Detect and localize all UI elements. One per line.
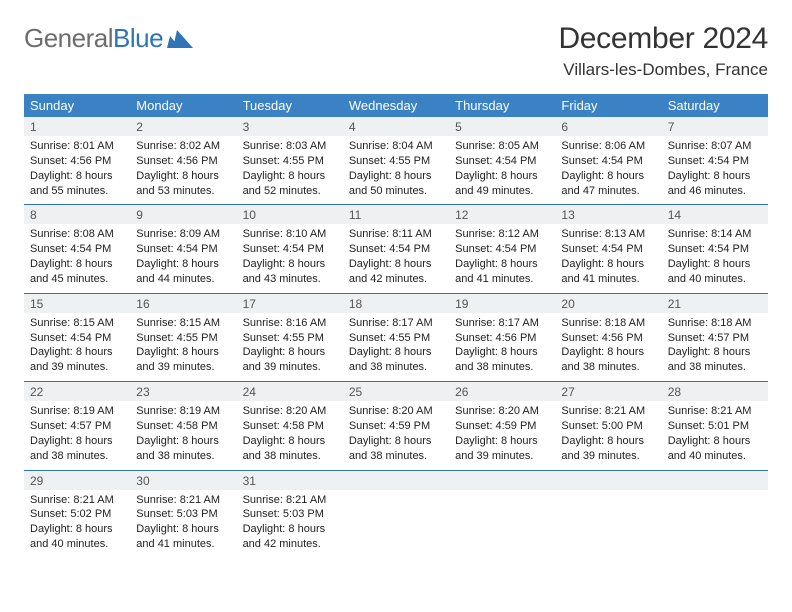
dayname-fri: Friday	[555, 94, 661, 117]
daynum-row: 15161718192021	[24, 293, 768, 313]
calendar-body: 1234567Sunrise: 8:01 AMSunset: 4:56 PMDa…	[24, 117, 768, 558]
day-details: Sunrise: 8:08 AMSunset: 4:54 PMDaylight:…	[24, 224, 130, 293]
day-number: 16	[130, 293, 236, 313]
empty-cell	[555, 470, 661, 490]
empty-cell	[662, 490, 768, 558]
page-title: December 2024	[558, 22, 768, 56]
details-row: Sunrise: 8:21 AMSunset: 5:02 PMDaylight:…	[24, 490, 768, 558]
day-number: 12	[449, 205, 555, 225]
day-number: 14	[662, 205, 768, 225]
empty-cell	[343, 490, 449, 558]
day-details: Sunrise: 8:13 AMSunset: 4:54 PMDaylight:…	[555, 224, 661, 293]
day-number: 27	[555, 382, 661, 402]
day-details: Sunrise: 8:15 AMSunset: 4:55 PMDaylight:…	[130, 313, 236, 382]
dayname-tue: Tuesday	[237, 94, 343, 117]
day-number: 6	[555, 117, 661, 136]
day-details: Sunrise: 8:15 AMSunset: 4:54 PMDaylight:…	[24, 313, 130, 382]
day-number: 7	[662, 117, 768, 136]
dayname-row: Sunday Monday Tuesday Wednesday Thursday…	[24, 94, 768, 117]
day-details: Sunrise: 8:11 AMSunset: 4:54 PMDaylight:…	[343, 224, 449, 293]
day-details: Sunrise: 8:21 AMSunset: 5:00 PMDaylight:…	[555, 401, 661, 470]
empty-cell	[449, 490, 555, 558]
day-details: Sunrise: 8:21 AMSunset: 5:02 PMDaylight:…	[24, 490, 130, 558]
day-number: 21	[662, 293, 768, 313]
brand-logo: GeneralBlue	[24, 22, 193, 55]
day-number: 31	[237, 470, 343, 490]
day-details: Sunrise: 8:18 AMSunset: 4:57 PMDaylight:…	[662, 313, 768, 382]
day-details: Sunrise: 8:05 AMSunset: 4:54 PMDaylight:…	[449, 136, 555, 205]
location-subtitle: Villars-les-Dombes, France	[558, 60, 768, 80]
daynum-row: 1234567	[24, 117, 768, 136]
dayname-sun: Sunday	[24, 94, 130, 117]
day-details: Sunrise: 8:06 AMSunset: 4:54 PMDaylight:…	[555, 136, 661, 205]
day-number: 15	[24, 293, 130, 313]
dayname-sat: Saturday	[662, 94, 768, 117]
brand-mark-icon	[167, 24, 193, 55]
day-number: 29	[24, 470, 130, 490]
day-details: Sunrise: 8:19 AMSunset: 4:58 PMDaylight:…	[130, 401, 236, 470]
daynum-row: 891011121314	[24, 205, 768, 225]
details-row: Sunrise: 8:19 AMSunset: 4:57 PMDaylight:…	[24, 401, 768, 470]
details-row: Sunrise: 8:15 AMSunset: 4:54 PMDaylight:…	[24, 313, 768, 382]
day-details: Sunrise: 8:01 AMSunset: 4:56 PMDaylight:…	[24, 136, 130, 205]
day-details: Sunrise: 8:17 AMSunset: 4:56 PMDaylight:…	[449, 313, 555, 382]
day-number: 8	[24, 205, 130, 225]
day-details: Sunrise: 8:04 AMSunset: 4:55 PMDaylight:…	[343, 136, 449, 205]
details-row: Sunrise: 8:01 AMSunset: 4:56 PMDaylight:…	[24, 136, 768, 205]
day-details: Sunrise: 8:19 AMSunset: 4:57 PMDaylight:…	[24, 401, 130, 470]
day-number: 9	[130, 205, 236, 225]
day-details: Sunrise: 8:18 AMSunset: 4:56 PMDaylight:…	[555, 313, 661, 382]
empty-cell	[555, 490, 661, 558]
day-details: Sunrise: 8:07 AMSunset: 4:54 PMDaylight:…	[662, 136, 768, 205]
brand-word1: General	[24, 23, 113, 54]
day-number: 13	[555, 205, 661, 225]
day-number: 26	[449, 382, 555, 402]
day-number: 22	[24, 382, 130, 402]
day-number: 3	[237, 117, 343, 136]
day-number: 10	[237, 205, 343, 225]
day-details: Sunrise: 8:09 AMSunset: 4:54 PMDaylight:…	[130, 224, 236, 293]
header-bar: GeneralBlue December 2024 Villars-les-Do…	[24, 22, 768, 80]
day-number: 25	[343, 382, 449, 402]
brand-word2: Blue	[113, 23, 163, 54]
day-number: 11	[343, 205, 449, 225]
day-details: Sunrise: 8:20 AMSunset: 4:58 PMDaylight:…	[237, 401, 343, 470]
day-details: Sunrise: 8:16 AMSunset: 4:55 PMDaylight:…	[237, 313, 343, 382]
day-details: Sunrise: 8:12 AMSunset: 4:54 PMDaylight:…	[449, 224, 555, 293]
day-number: 5	[449, 117, 555, 136]
day-number: 18	[343, 293, 449, 313]
day-details: Sunrise: 8:02 AMSunset: 4:56 PMDaylight:…	[130, 136, 236, 205]
day-details: Sunrise: 8:10 AMSunset: 4:54 PMDaylight:…	[237, 224, 343, 293]
day-number: 28	[662, 382, 768, 402]
daynum-row: 293031	[24, 470, 768, 490]
day-number: 30	[130, 470, 236, 490]
day-details: Sunrise: 8:14 AMSunset: 4:54 PMDaylight:…	[662, 224, 768, 293]
day-details: Sunrise: 8:21 AMSunset: 5:03 PMDaylight:…	[237, 490, 343, 558]
details-row: Sunrise: 8:08 AMSunset: 4:54 PMDaylight:…	[24, 224, 768, 293]
day-number: 24	[237, 382, 343, 402]
day-details: Sunrise: 8:20 AMSunset: 4:59 PMDaylight:…	[449, 401, 555, 470]
empty-cell	[662, 470, 768, 490]
day-details: Sunrise: 8:17 AMSunset: 4:55 PMDaylight:…	[343, 313, 449, 382]
day-number: 17	[237, 293, 343, 313]
day-number: 2	[130, 117, 236, 136]
day-number: 1	[24, 117, 130, 136]
day-number: 4	[343, 117, 449, 136]
day-number: 20	[555, 293, 661, 313]
calendar-table: Sunday Monday Tuesday Wednesday Thursday…	[24, 94, 768, 558]
dayname-mon: Monday	[130, 94, 236, 117]
day-details: Sunrise: 8:20 AMSunset: 4:59 PMDaylight:…	[343, 401, 449, 470]
title-block: December 2024 Villars-les-Dombes, France	[558, 22, 768, 80]
day-details: Sunrise: 8:03 AMSunset: 4:55 PMDaylight:…	[237, 136, 343, 205]
day-number: 23	[130, 382, 236, 402]
dayname-wed: Wednesday	[343, 94, 449, 117]
day-number: 19	[449, 293, 555, 313]
empty-cell	[449, 470, 555, 490]
dayname-thu: Thursday	[449, 94, 555, 117]
daynum-row: 22232425262728	[24, 382, 768, 402]
day-details: Sunrise: 8:21 AMSunset: 5:03 PMDaylight:…	[130, 490, 236, 558]
empty-cell	[343, 470, 449, 490]
day-details: Sunrise: 8:21 AMSunset: 5:01 PMDaylight:…	[662, 401, 768, 470]
